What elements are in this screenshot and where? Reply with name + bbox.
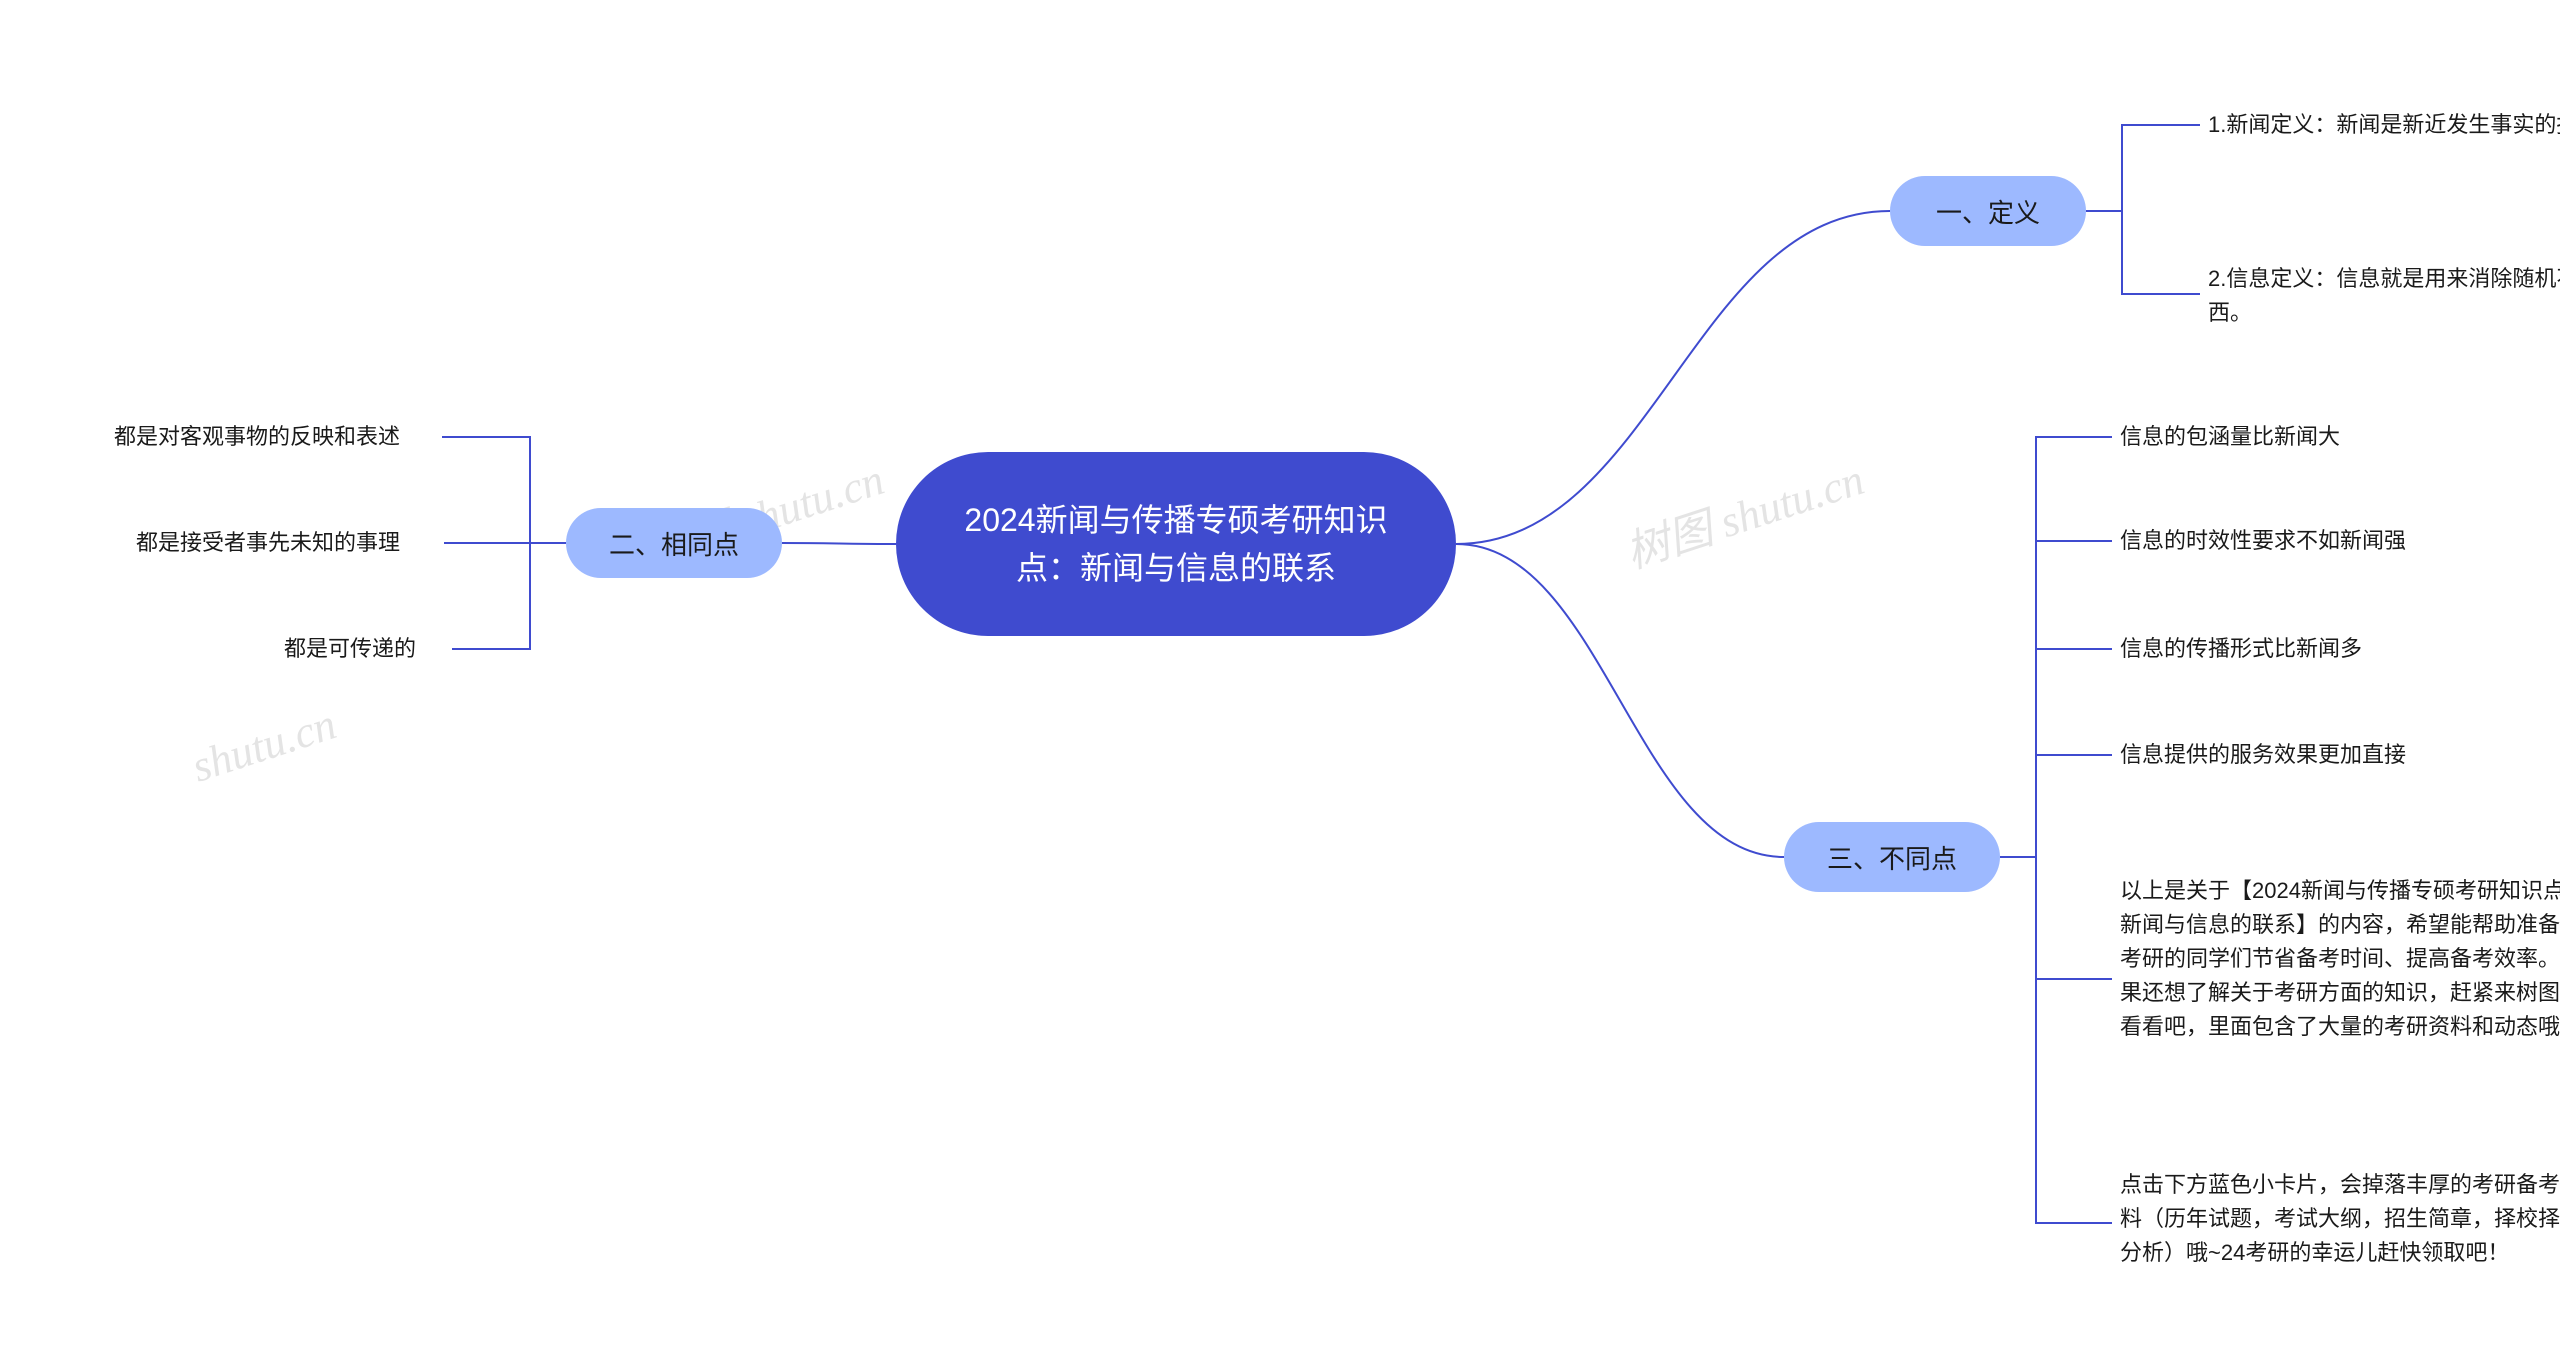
root-label: 2024新闻与传播专硕考研知识点：新闻与信息的联系: [936, 496, 1416, 592]
root-node: 2024新闻与传播专硕考研知识点：新闻与信息的联系: [896, 452, 1456, 636]
watermark-3: shutu.cn: [186, 698, 342, 792]
leaf-cta-paragraph: 点击下方蓝色小卡片，会掉落丰厚的考研备考资料（历年试题，考试大纲，招生简章，择校…: [2120, 1168, 2560, 1278]
leaf-definition-information: 2.信息定义：信息就是用来消除随机不确定的东西。: [2208, 262, 2560, 326]
leaf-difference-1: 信息的包涵量比新闻大: [2120, 420, 2380, 454]
mindmap-canvas: 树图 shutu.cn 树图 shutu.cn shutu.cn 2024新闻与…: [0, 0, 2560, 1356]
watermark-2: 树图 shutu.cn: [1616, 443, 1871, 580]
leaf-similarity-3: 都是可传递的: [284, 632, 444, 666]
branch-definitions-label: 一、定义: [1936, 193, 2040, 230]
leaf-difference-2: 信息的时效性要求不如新闻强: [2120, 524, 2440, 558]
leaf-difference-4: 信息提供的服务效果更加直接: [2120, 738, 2440, 772]
leaf-summary-paragraph: 以上是关于【2024新闻与传播专硕考研知识点：新闻与信息的联系】的内容，希望能帮…: [2120, 874, 2560, 1084]
leaf-similarity-2: 都是接受者事先未知的事理: [136, 526, 436, 560]
leaf-definition-news: 1.新闻定义：新闻是新近发生事实的报道。: [2208, 108, 2560, 142]
leaf-difference-3: 信息的传播形式比新闻多: [2120, 632, 2410, 666]
branch-definitions: 一、定义: [1890, 176, 2086, 246]
branch-similarities: 二、相同点: [566, 508, 782, 578]
leaf-similarity-1: 都是对客观事物的反映和表述: [114, 420, 434, 454]
branch-differences-label: 三、不同点: [1827, 839, 1957, 876]
connectors-layer: [0, 0, 2560, 1356]
branch-similarities-label: 二、相同点: [609, 525, 739, 562]
branch-differences: 三、不同点: [1784, 822, 2000, 892]
